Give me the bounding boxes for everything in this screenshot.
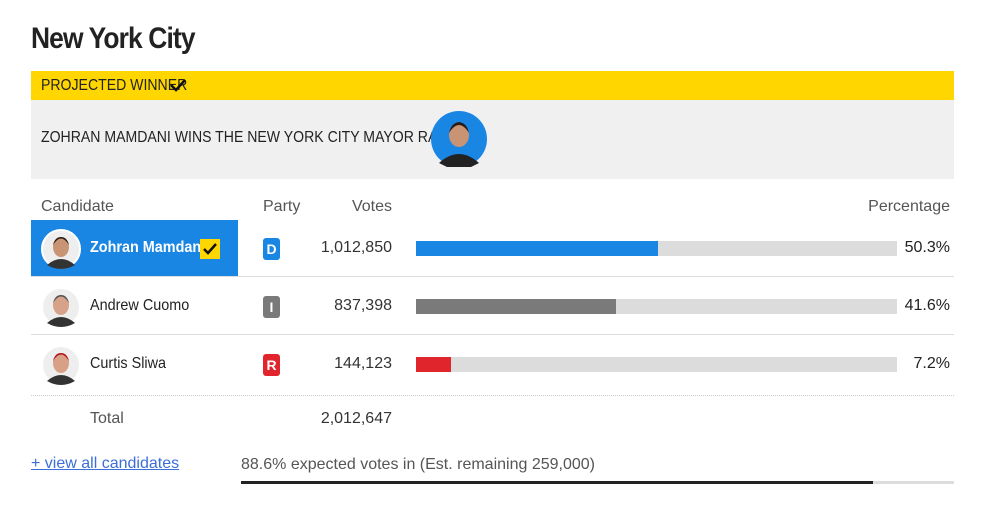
percentage: 50.3% [904, 239, 950, 256]
party-badge: D [263, 238, 280, 260]
party-badge: R [263, 354, 280, 376]
header-candidate: Candidate [41, 198, 114, 215]
party-badge: I [263, 296, 280, 318]
winner-photo [431, 111, 487, 167]
check-icon [170, 79, 186, 92]
candidate-photo [41, 229, 81, 269]
total-votes: 2,012,647 [320, 410, 392, 427]
avatar [41, 345, 81, 385]
headline-box: ZOHRAN MAMDANI WINS THE NEW YORK CITY MA… [31, 100, 954, 179]
candidate-photo [41, 287, 81, 327]
header-votes: Votes [351, 198, 392, 215]
header-percentage: Percentage [868, 198, 950, 215]
divider [31, 395, 954, 396]
avatar [41, 287, 81, 327]
total-label: Total [90, 410, 124, 427]
candidate-name: Zohran Mamdani [90, 239, 206, 256]
candidate-name: Andrew Cuomo [90, 297, 190, 314]
candidate-name: Curtis Sliwa [90, 355, 167, 372]
headline: ZOHRAN MAMDANI WINS THE NEW YORK CITY MA… [41, 129, 457, 146]
header-party: Party [263, 198, 301, 215]
bar [416, 357, 451, 372]
bar-track [416, 241, 897, 256]
bar-track [416, 299, 897, 314]
percentage: 41.6% [904, 297, 950, 314]
winner-banner: PROJECTED WINNER [31, 71, 954, 100]
percentage: 7.2% [913, 355, 950, 372]
expected-track [241, 481, 954, 484]
avatar [41, 229, 81, 269]
banner-label: PROJECTED WINNER [41, 77, 188, 94]
bar-track [416, 357, 897, 372]
bar [416, 299, 617, 314]
row-line [31, 276, 954, 277]
votes: 1,012,850 [320, 239, 392, 256]
check-icon [203, 243, 217, 255]
row-line [31, 334, 954, 335]
expected-text: 88.6% expected votes in (Est. remaining … [241, 456, 595, 473]
expected-bar [241, 481, 873, 484]
view-all-link[interactable]: + view all candidates [31, 455, 180, 472]
candidate-photo [41, 345, 81, 385]
votes: 837,398 [334, 297, 392, 314]
page-title: New York City [31, 22, 196, 55]
winner-check [200, 239, 220, 259]
bar [416, 241, 658, 256]
votes: 144,123 [334, 355, 392, 372]
